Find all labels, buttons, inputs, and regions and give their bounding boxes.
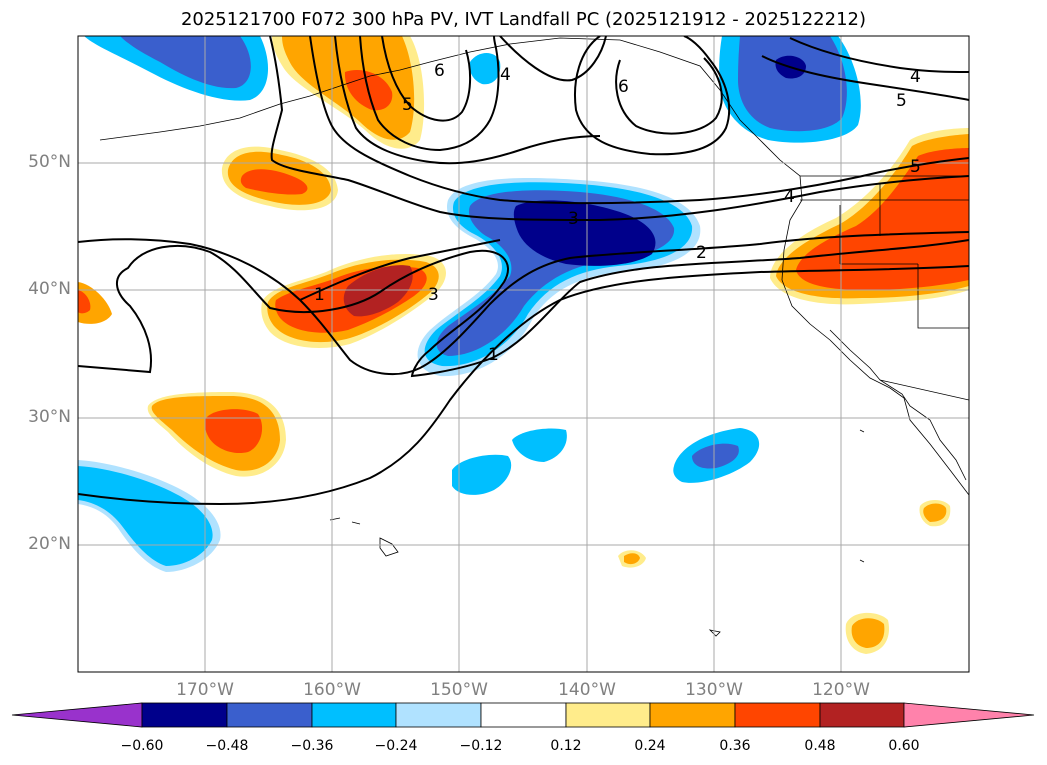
colorbar-tick: −0.48	[205, 738, 249, 754]
negative-pv-shading	[120, 36, 251, 89]
lat-label: 30°N	[28, 407, 71, 427]
colorbar-tick: 0.48	[804, 738, 836, 754]
negative-pv-shading	[738, 36, 847, 132]
colorbar-tick: −0.24	[374, 738, 418, 754]
ivt-contours	[78, 36, 969, 506]
colorbar-tick: −0.36	[290, 738, 334, 754]
contour-line	[78, 239, 969, 378]
contour-label: 5	[910, 157, 921, 177]
coastline-baja	[829, 329, 967, 481]
contour-label: 4	[784, 187, 795, 207]
positive-pv-shading	[923, 503, 947, 522]
colorbar-segment	[480, 702, 567, 728]
negative-pv-shading	[469, 53, 501, 85]
lon-label: 150°W	[430, 680, 488, 700]
contour-label: 4	[500, 65, 511, 85]
positive-pv-shading	[624, 553, 640, 565]
colorbar-tick: 0.12	[550, 738, 582, 754]
colorbar-extend-min	[11, 702, 143, 728]
lon-label: 140°W	[558, 680, 616, 700]
contour-label: 3	[568, 209, 579, 229]
contour-label: 6	[618, 77, 629, 97]
contour-line	[78, 265, 969, 506]
contour-line	[359, 36, 500, 152]
positive-pv-shading	[78, 290, 91, 314]
positive-pv-shading	[204, 409, 263, 454]
colorbar-segment	[565, 702, 651, 728]
contour-line	[499, 36, 607, 82]
contour-label-group: 6 4 5 6 4 5 5 4 3 2 1 3 1	[314, 61, 921, 365]
colorbar	[11, 702, 1035, 728]
colorbar-segment	[819, 702, 905, 728]
positive-pv-shading	[78, 282, 112, 324]
colorbar-tick: 0.36	[719, 738, 751, 754]
contour-line	[789, 37, 969, 73]
colorbar-tick: 0.60	[888, 738, 920, 754]
coastline-islands	[708, 429, 865, 637]
colorbar-tick: −0.12	[459, 738, 503, 754]
lat-label: 20°N	[28, 534, 71, 554]
positive-pv-shading	[240, 169, 308, 195]
coastline-alaska	[99, 37, 969, 496]
coastlines	[99, 37, 969, 637]
contour-line	[761, 55, 969, 101]
lon-label: 130°W	[685, 680, 743, 700]
colorbar-segment	[734, 702, 821, 728]
contour-label: 6	[434, 61, 445, 81]
contour-line	[299, 239, 501, 301]
contour-line	[334, 36, 601, 165]
contour-line	[269, 36, 969, 222]
colorbar-segment	[395, 702, 482, 728]
negative-pv-shading	[452, 454, 512, 495]
contour-label: 5	[402, 95, 413, 115]
negative-pv-shading	[78, 466, 213, 566]
negative-pv-shading	[513, 200, 656, 266]
colorbar-extend-max	[903, 702, 1035, 728]
positive-pv-shading	[343, 265, 413, 317]
contour-line	[574, 36, 731, 156]
plot-area	[78, 36, 969, 672]
negative-pv-shading	[692, 443, 739, 469]
contour-label: 1	[314, 285, 325, 305]
negative-pv-shading	[512, 428, 567, 462]
colorbar-tick: −0.60	[120, 738, 164, 754]
contour-label: 1	[488, 345, 499, 365]
lat-label: 40°N	[28, 279, 71, 299]
shading-layer	[78, 36, 969, 654]
colorbar-segment	[311, 702, 397, 728]
colorbar-segment	[649, 702, 736, 728]
contour-label: 2	[696, 243, 707, 263]
contour-label: 4	[910, 67, 921, 87]
lat-label: 50°N	[28, 152, 71, 172]
contour-label: 5	[896, 91, 907, 111]
contour-line	[309, 36, 969, 204]
gridlines	[78, 36, 969, 672]
contour-label: 3	[428, 285, 439, 305]
lon-label: 170°W	[176, 680, 234, 700]
map-title: 2025121700 F072 300 hPa PV, IVT Landfall…	[180, 9, 867, 30]
contour-line	[381, 36, 472, 122]
lon-label: 120°W	[812, 680, 870, 700]
colorbar-segment	[226, 702, 313, 728]
lon-label: 160°W	[303, 680, 361, 700]
colorbar-segment	[141, 702, 228, 728]
colorbar-tick: 0.24	[634, 738, 666, 754]
state-borders	[800, 175, 969, 401]
plot-frame	[77, 35, 970, 673]
positive-pv-shading	[851, 618, 885, 648]
contour-line	[615, 57, 723, 135]
contour-line	[78, 231, 969, 376]
